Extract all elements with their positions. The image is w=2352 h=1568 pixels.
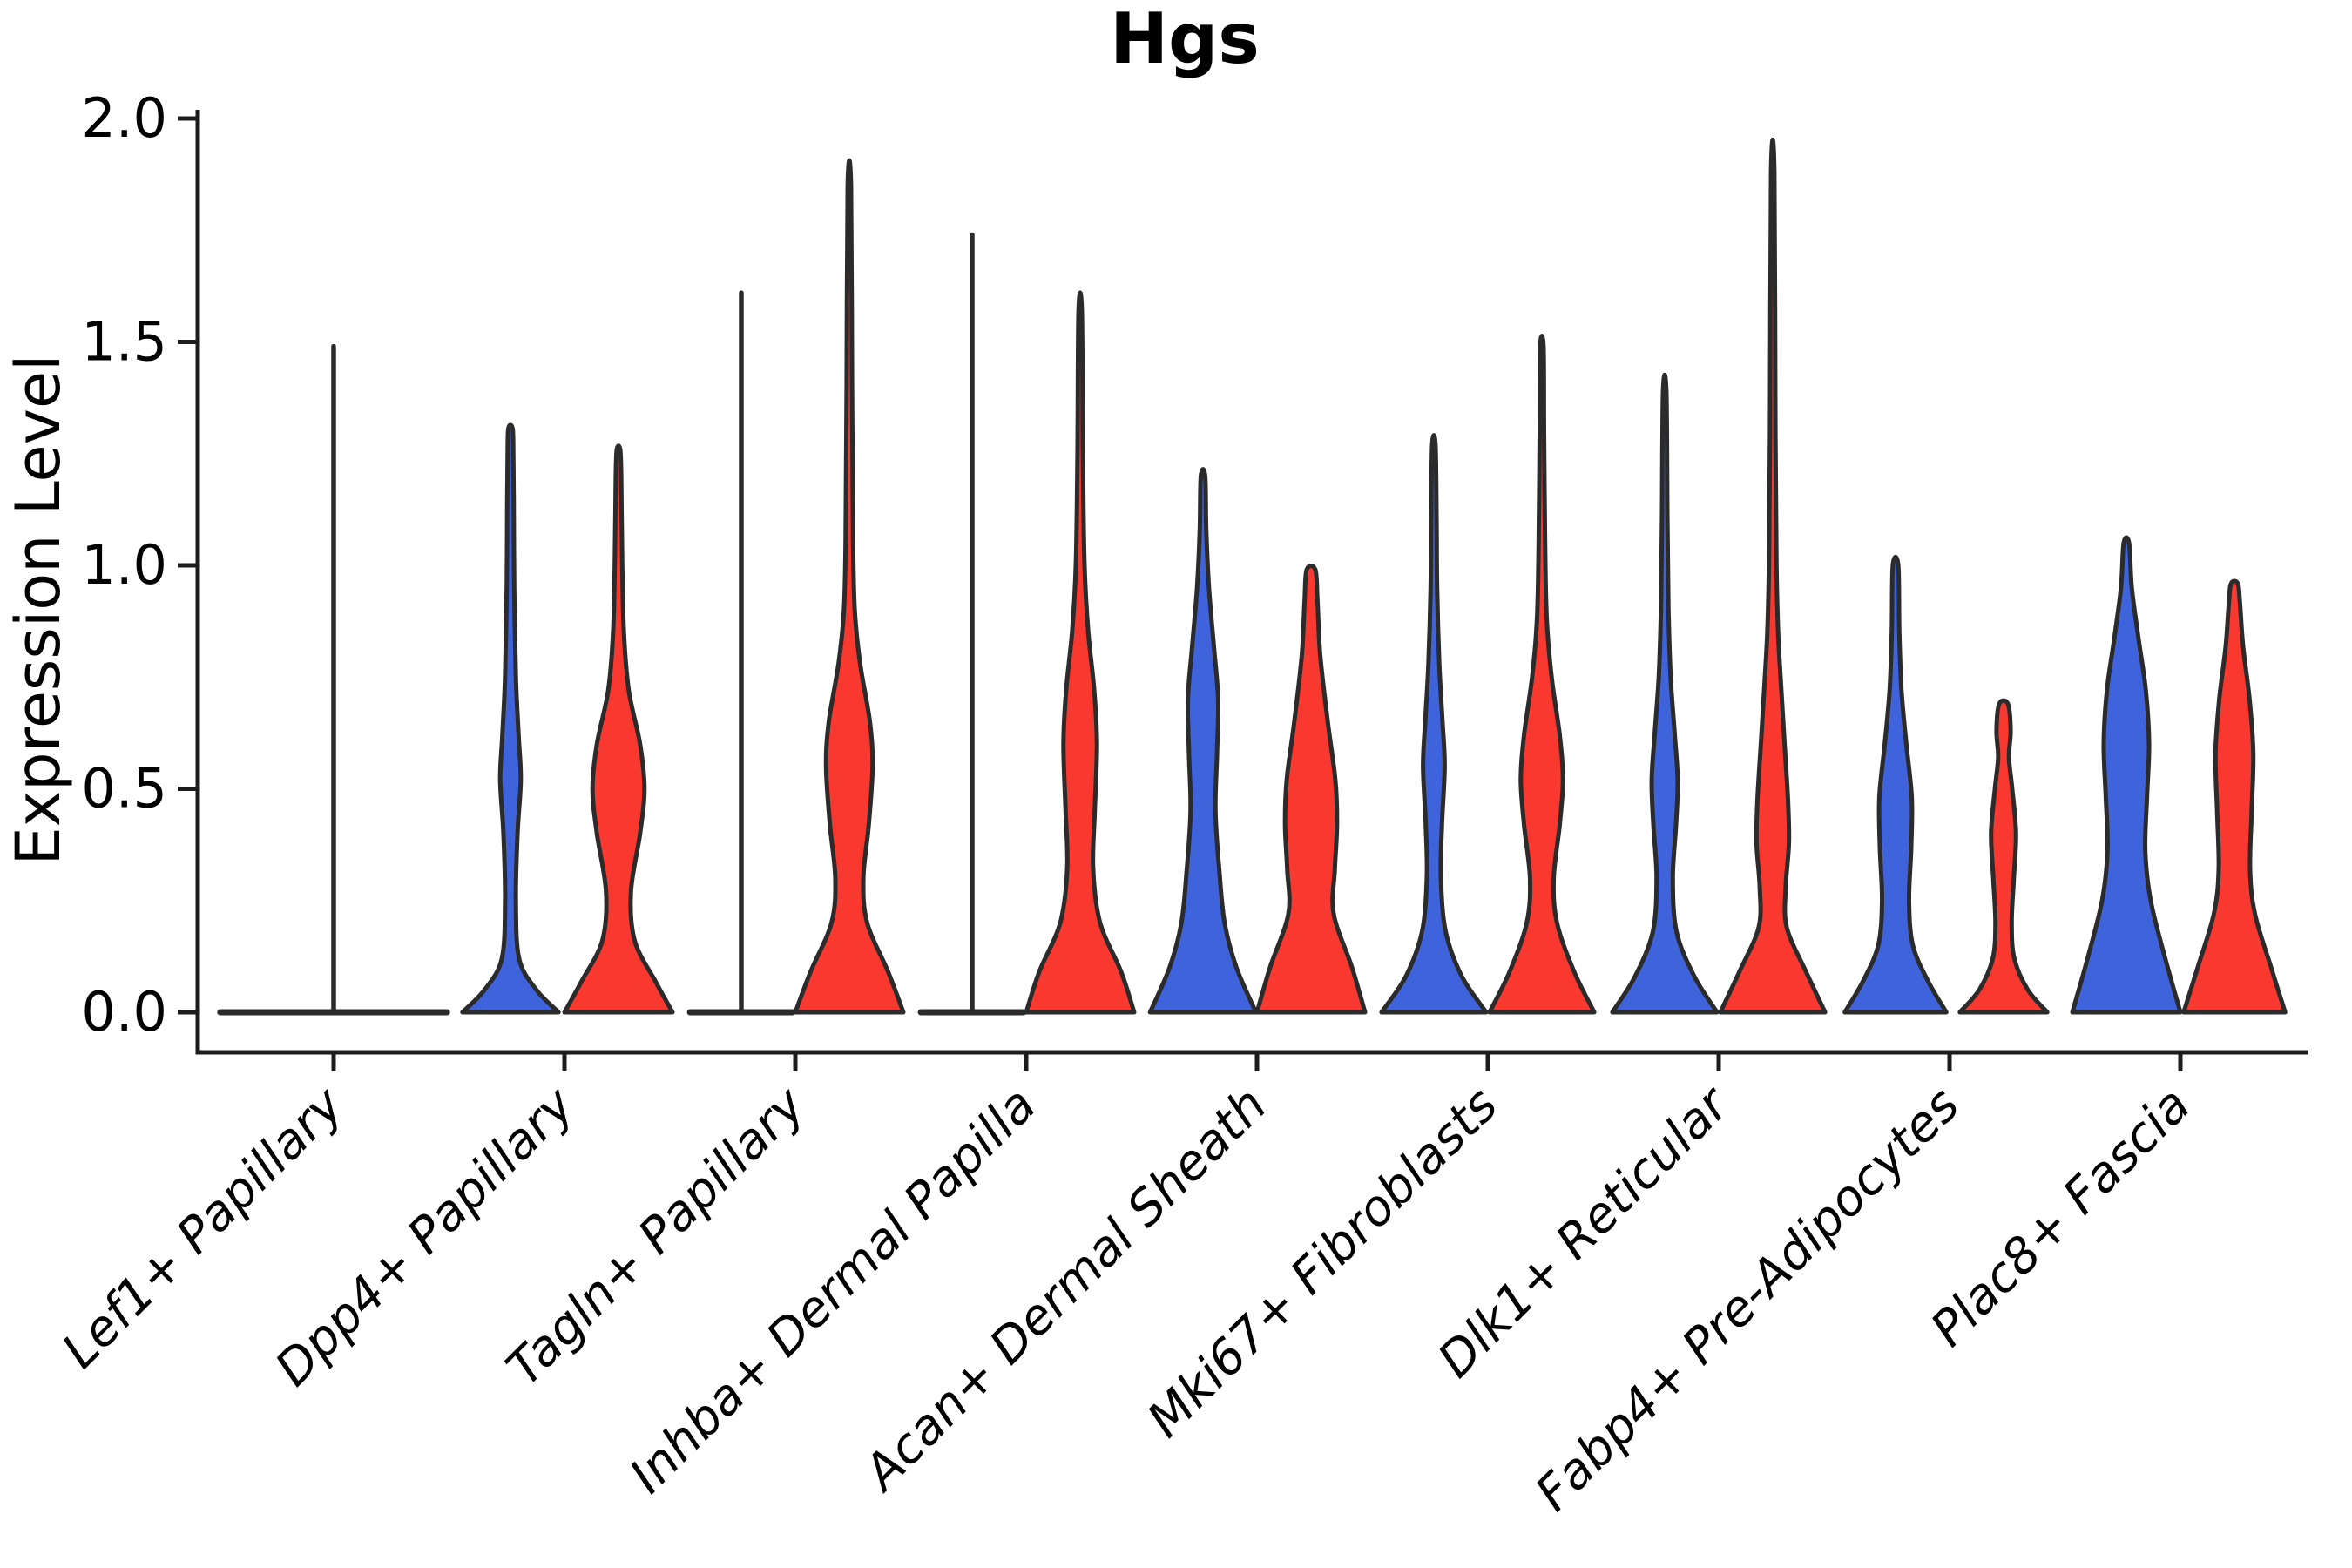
y-tick-label: 1.0 — [81, 533, 167, 597]
violin-6-red — [1718, 138, 1828, 1015]
y-tick-label: 0.5 — [81, 757, 167, 821]
y-tick-label: 0.0 — [81, 980, 167, 1044]
violin-2-red — [793, 158, 906, 1015]
violin-1-blue — [460, 422, 561, 1015]
y-axis-label: Expression Level — [3, 354, 74, 865]
violin-7-blue — [1842, 554, 1949, 1015]
violin-8-blue — [2070, 535, 2183, 1015]
violin-4-red — [1254, 564, 1368, 1015]
chart-title: Hgs — [1110, 0, 1260, 79]
x-tick-label: Inhba+ Dermal Papilla — [619, 1077, 1047, 1504]
violin-5-blue — [1379, 433, 1489, 1015]
violin-3-red — [1024, 290, 1137, 1015]
y-axis-ticks: 2.0 1.5 1.0 0.5 0.0 — [81, 86, 198, 1044]
x-axis-ticks — [331, 1052, 2183, 1071]
violin-6-blue — [1610, 372, 1720, 1015]
y-tick-label: 2.0 — [81, 86, 167, 150]
violins — [217, 138, 2288, 1016]
violin-8-red — [2181, 578, 2288, 1015]
x-tick-label: Acan+ Dermal Sheath — [852, 1077, 1278, 1503]
violin-4-blue — [1147, 467, 1259, 1015]
violin-1-red — [562, 443, 675, 1015]
violin-7-red — [1957, 698, 2050, 1015]
y-tick-label: 1.5 — [81, 310, 167, 374]
x-tick-label: Fabp4+ Pre-Adipocytes — [1525, 1077, 1970, 1522]
violin-5-red — [1487, 333, 1597, 1015]
